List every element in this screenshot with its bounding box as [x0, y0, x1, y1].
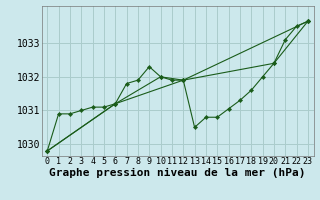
X-axis label: Graphe pression niveau de la mer (hPa): Graphe pression niveau de la mer (hPa): [49, 168, 306, 178]
